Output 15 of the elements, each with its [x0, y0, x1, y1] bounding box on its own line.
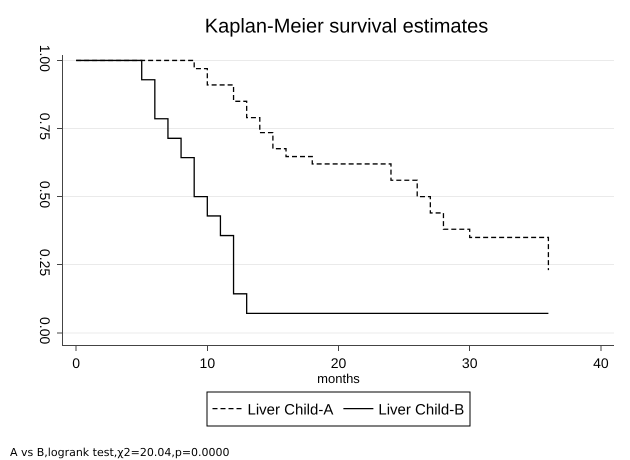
legend-label: Liver Child-B	[378, 402, 464, 418]
x-tick-label: 40	[593, 354, 609, 371]
x-tick-label: 0	[72, 354, 80, 371]
y-tick-label: 0.25	[37, 248, 54, 276]
x-axis-title: months	[317, 370, 360, 386]
y-tick-label: 0.50	[37, 180, 54, 208]
text: A vs B,logrank test,χ2=20.04,p=0.0000	[10, 446, 230, 459]
y-tick-label: 0.75	[37, 112, 54, 140]
x-tick-label: 10	[200, 354, 216, 371]
legend-label: Liver Child-A	[248, 402, 334, 418]
x-tick-label: 30	[462, 354, 478, 371]
x-tick-label: 20	[330, 354, 346, 371]
y-tick-label: 0.00	[37, 317, 54, 344]
chart-title: Kaplan-Meier survival estimates	[204, 15, 488, 38]
y-tick-label: 1.00	[37, 44, 54, 72]
